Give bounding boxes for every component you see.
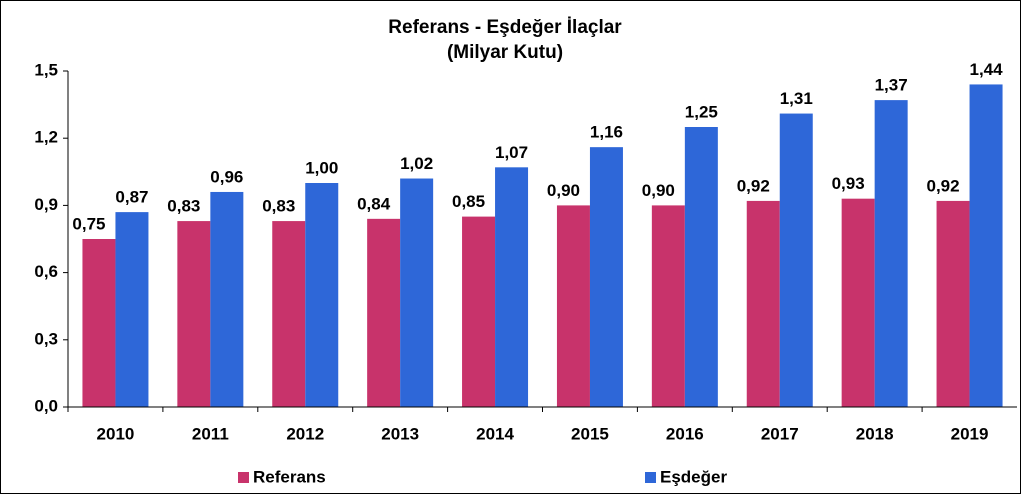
bar — [272, 221, 306, 407]
data-label: 1,07 — [495, 143, 528, 162]
chart-subtitle: (Milyar Kutu) — [447, 42, 563, 63]
bar — [305, 183, 339, 407]
bar — [684, 127, 718, 407]
bar — [367, 218, 401, 407]
data-label: 0,96 — [210, 167, 243, 186]
legend-label: Eşdeğer — [660, 467, 727, 486]
chart-title: Referans - Eşdeğer İlaçlar — [388, 17, 622, 38]
x-tick-label: 2013 — [381, 424, 419, 443]
x-tick-label: 2012 — [286, 424, 324, 443]
bar — [400, 178, 434, 407]
bar — [969, 84, 1003, 407]
data-label: 0,84 — [357, 194, 391, 213]
bar — [746, 200, 780, 407]
legend-swatch — [645, 472, 656, 483]
data-label: 0,83 — [167, 197, 200, 216]
bar — [556, 205, 590, 407]
bar — [115, 212, 149, 407]
data-label: 0,75 — [72, 214, 105, 233]
data-label: 0,92 — [927, 176, 960, 195]
data-label: 1,31 — [780, 89, 813, 108]
bar — [210, 191, 244, 407]
x-tick-label: 2016 — [666, 424, 704, 443]
bar — [779, 113, 813, 407]
data-label: 0,90 — [547, 181, 580, 200]
x-tick-label: 2019 — [951, 424, 989, 443]
data-label: 1,44 — [970, 60, 1004, 79]
x-tick-label: 2018 — [856, 424, 894, 443]
x-tick-label: 2017 — [761, 424, 799, 443]
data-label: 1,16 — [590, 123, 623, 142]
data-label: 1,37 — [875, 76, 908, 95]
x-tick-label: 2011 — [192, 424, 229, 443]
bar — [936, 200, 970, 407]
bar — [82, 239, 116, 407]
data-label: 1,25 — [685, 102, 718, 121]
y-tick-label: 0,0 — [34, 396, 58, 415]
data-label: 0,85 — [452, 192, 485, 211]
legend-label: Referans — [253, 467, 326, 486]
data-label: 0,92 — [737, 176, 770, 195]
data-label: 1,00 — [305, 158, 338, 177]
bar — [874, 100, 908, 408]
bar — [462, 216, 496, 407]
data-label: 0,87 — [115, 188, 148, 207]
bar — [841, 198, 875, 407]
data-label: 0,93 — [832, 174, 865, 193]
x-tick-label: 2014 — [476, 424, 514, 443]
y-tick-label: 0,3 — [34, 329, 58, 348]
y-tick-label: 0,9 — [34, 195, 58, 214]
data-label: 1,02 — [400, 154, 433, 173]
bar — [651, 205, 685, 407]
x-tick-label: 2015 — [571, 424, 609, 443]
bar — [177, 221, 211, 407]
data-label: 0,90 — [642, 181, 675, 200]
bar — [495, 167, 529, 407]
y-tick-label: 1,5 — [34, 60, 58, 79]
legend-swatch — [238, 472, 249, 483]
data-label: 0,83 — [262, 197, 295, 216]
x-tick-label: 2010 — [97, 424, 135, 443]
y-tick-label: 0,6 — [34, 262, 58, 281]
y-tick-label: 1,2 — [34, 128, 58, 147]
bar — [589, 147, 623, 407]
